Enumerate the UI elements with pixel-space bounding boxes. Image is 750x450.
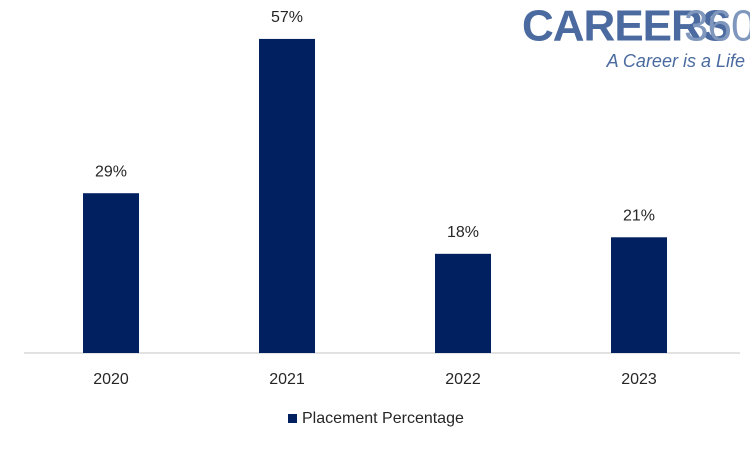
legend-swatch <box>288 414 297 423</box>
x-tick-label: 2022 <box>445 371 481 388</box>
bar <box>611 237 667 353</box>
data-label: 29% <box>95 163 127 180</box>
x-tick-label: 2023 <box>621 371 657 388</box>
x-tick-label: 2021 <box>269 371 305 388</box>
logo-brand: CAREERS <box>522 2 730 51</box>
data-label: 57% <box>271 9 303 26</box>
bar <box>259 38 315 354</box>
data-label: 21% <box>623 208 655 225</box>
logo-number: 360 <box>684 2 750 51</box>
legend-label: Placement Percentage <box>302 410 464 427</box>
bar <box>435 253 491 353</box>
x-tick-label: 2020 <box>93 371 129 388</box>
data-label: 18% <box>447 224 479 241</box>
bar <box>83 193 139 353</box>
logo-tagline: A Career is a Life <box>606 51 745 71</box>
